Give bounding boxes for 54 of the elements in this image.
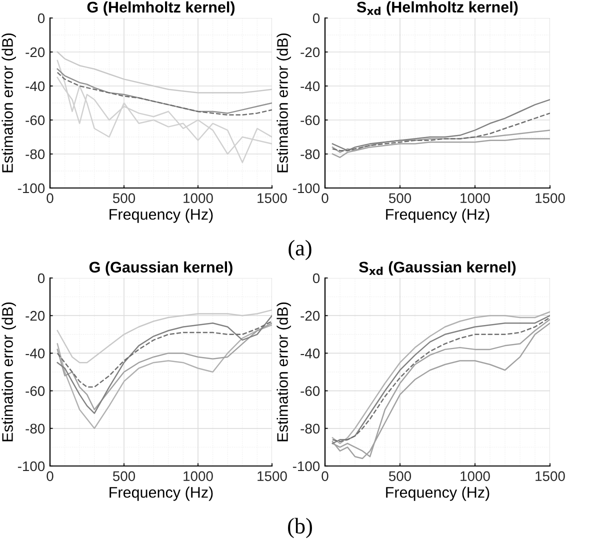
y-tick-label: 0 xyxy=(38,13,45,24)
y-axis-title: Estimation error (dB) xyxy=(276,33,291,172)
chart-title: G (Gaussian kernel) xyxy=(89,261,232,276)
y-tick-label: -60 xyxy=(26,386,45,396)
y-tick-label: -100 xyxy=(18,461,45,472)
y-tick-label: -20 xyxy=(26,310,45,321)
y-tick-label: -40 xyxy=(26,348,45,358)
x-tick-label: 500 xyxy=(388,471,412,482)
x-axis-title: Frequency (Hz) xyxy=(386,486,490,501)
y-axis-title: Estimation error (dB) xyxy=(276,302,291,442)
x-tick-label: 1000 xyxy=(460,471,490,482)
x-tick-label: 1000 xyxy=(460,193,490,204)
x-tick-label: 0 xyxy=(322,471,328,482)
x-tick-label: 500 xyxy=(112,471,136,482)
y-tick-label: -40 xyxy=(26,81,45,92)
y-tick-label: -20 xyxy=(300,310,320,321)
x-axis-title: Frequency (Hz) xyxy=(386,208,490,223)
y-tick-label: -80 xyxy=(26,424,45,434)
x-tick-label: 0 xyxy=(322,193,328,204)
y-tick-label: -60 xyxy=(300,115,320,126)
text: (b) xyxy=(288,518,312,538)
chart-title: S$_{xd}$ (Gaussian kernel) xyxy=(359,261,516,276)
x-tick-label: 1500 xyxy=(536,471,565,482)
x-axis-title: Frequency (Hz) xyxy=(110,486,213,501)
text: (a) xyxy=(288,240,312,260)
chart-title: S$_{xd}$ (Helmholtz kernel) xyxy=(356,1,518,16)
x-tick-label: 1500 xyxy=(536,193,565,204)
x-tick-label: 1500 xyxy=(258,471,287,482)
x-tick-label: 1000 xyxy=(184,471,213,482)
y-tick-label: -20 xyxy=(26,47,45,58)
y-tick-label: -100 xyxy=(18,183,45,194)
y-tick-label: 0 xyxy=(312,13,320,24)
chart-title: G (Helmholtz kernel) xyxy=(87,1,235,16)
y-tick-label: -20 xyxy=(300,47,320,58)
y-tick-label: -100 xyxy=(292,461,320,472)
y-tick-label: -40 xyxy=(300,348,320,358)
x-axis-title: Frequency (Hz) xyxy=(110,208,213,223)
y-tick-label: -40 xyxy=(300,81,320,92)
x-tick-label: 1500 xyxy=(258,193,287,204)
y-axis-title: Estimation error (dB) xyxy=(2,33,16,172)
x-tick-label: 500 xyxy=(112,193,136,204)
y-tick-label: 0 xyxy=(38,273,45,284)
y-tick-label: -100 xyxy=(292,183,320,194)
y-tick-label: -60 xyxy=(26,115,45,126)
x-tick-label: 0 xyxy=(46,471,54,482)
y-tick-label: -80 xyxy=(26,149,45,160)
y-tick-label: -60 xyxy=(300,386,320,396)
x-tick-label: 0 xyxy=(46,193,54,204)
x-tick-label: 500 xyxy=(388,193,412,204)
y-tick-label: -80 xyxy=(300,424,320,434)
y-axis-title: Estimation error (dB) xyxy=(2,302,16,442)
y-tick-label: -80 xyxy=(300,149,320,160)
x-tick-label: 1000 xyxy=(184,193,213,204)
y-tick-label: 0 xyxy=(312,273,320,284)
